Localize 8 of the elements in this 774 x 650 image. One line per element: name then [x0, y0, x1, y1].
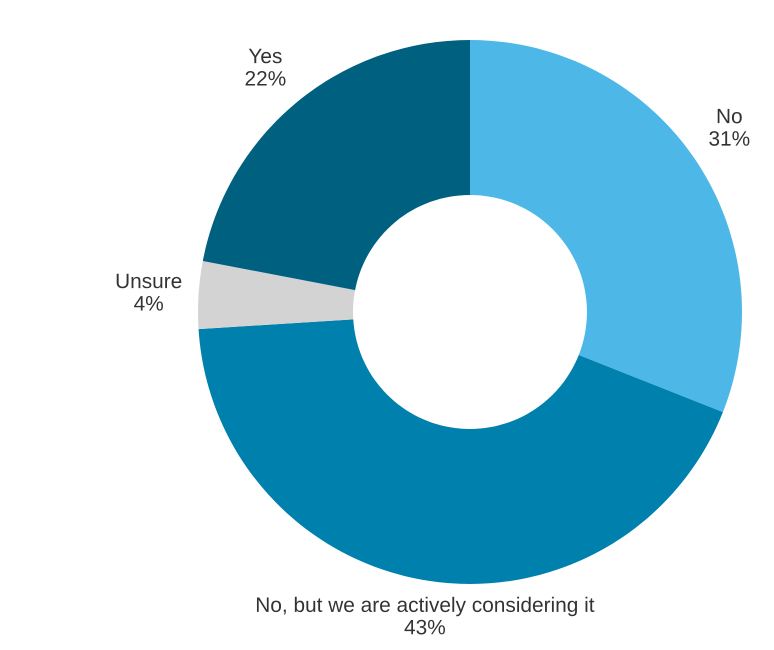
data-label: 4% [134, 296, 163, 311]
data-label: 22% [246, 70, 286, 86]
slice-label: Unsure [116, 274, 182, 288]
slice-label: No [718, 108, 742, 124]
data-label: 43% [404, 620, 446, 635]
slice-label: Yes [248, 48, 282, 64]
data-label: 31% [709, 131, 750, 146]
slice-label: No, but we are actively considering it [256, 596, 594, 616]
